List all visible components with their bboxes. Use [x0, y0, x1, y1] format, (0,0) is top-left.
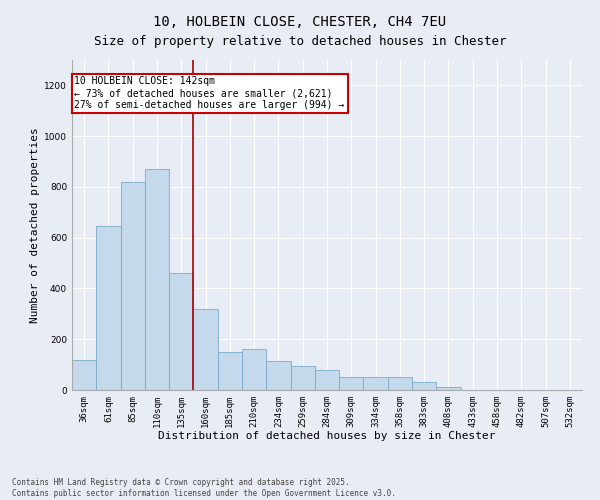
Bar — [388, 378, 412, 390]
Y-axis label: Number of detached properties: Number of detached properties — [30, 127, 40, 323]
Text: Size of property relative to detached houses in Chester: Size of property relative to detached ho… — [94, 35, 506, 48]
Bar — [169, 273, 193, 390]
Bar — [242, 350, 266, 390]
Bar — [290, 366, 315, 390]
Bar — [339, 378, 364, 390]
Bar — [121, 182, 145, 390]
Bar — [266, 361, 290, 390]
Text: Contains HM Land Registry data © Crown copyright and database right 2025.
Contai: Contains HM Land Registry data © Crown c… — [12, 478, 396, 498]
Bar — [193, 309, 218, 390]
Bar — [436, 388, 461, 390]
Text: 10 HOLBEIN CLOSE: 142sqm
← 73% of detached houses are smaller (2,621)
27% of sem: 10 HOLBEIN CLOSE: 142sqm ← 73% of detach… — [74, 76, 344, 110]
Text: 10, HOLBEIN CLOSE, CHESTER, CH4 7EU: 10, HOLBEIN CLOSE, CHESTER, CH4 7EU — [154, 15, 446, 29]
X-axis label: Distribution of detached houses by size in Chester: Distribution of detached houses by size … — [158, 432, 496, 442]
Bar — [96, 226, 121, 390]
Bar — [218, 352, 242, 390]
Bar — [412, 382, 436, 390]
Bar — [72, 360, 96, 390]
Bar — [315, 370, 339, 390]
Bar — [145, 169, 169, 390]
Bar — [364, 378, 388, 390]
